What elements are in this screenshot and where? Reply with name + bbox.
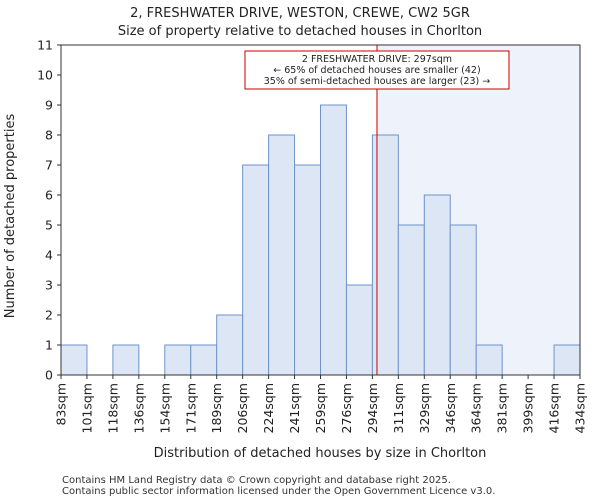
x-tick-label: 189sqm bbox=[209, 383, 224, 433]
y-tick-label: 0 bbox=[45, 368, 53, 383]
x-tick-label: 311sqm bbox=[391, 383, 406, 433]
bar-118sqm bbox=[112, 344, 140, 376]
footer-line-1: Contains HM Land Registry data © Crown c… bbox=[62, 475, 451, 486]
bar-259sqm bbox=[320, 104, 347, 376]
y-tick-label: 4 bbox=[45, 248, 53, 263]
annotation-frame bbox=[244, 50, 510, 90]
x-tick-label: 329sqm bbox=[417, 383, 432, 433]
bar-189sqm bbox=[216, 314, 244, 376]
annotation-line-2: ← 65% of detached houses are smaller (42… bbox=[273, 65, 480, 76]
annotation-line-3: 35% of semi-detached houses are larger (… bbox=[264, 76, 491, 87]
x-tick-label: 399sqm bbox=[521, 383, 536, 433]
chart-subtitle: Size of property relative to detached ho… bbox=[118, 24, 482, 39]
y-tick-label: 1 bbox=[45, 338, 53, 353]
y-tick-label: 3 bbox=[45, 278, 53, 293]
x-tick-label: 381sqm bbox=[495, 383, 510, 433]
bar-364sqm bbox=[475, 344, 503, 376]
x-tick-label: 118sqm bbox=[105, 383, 120, 433]
x-axis: 83sqm 101sqm 118sqm 136sqm 154sqm 171sqm 189sq… bbox=[54, 375, 588, 433]
footer-line-2: Contains public sector information licen… bbox=[62, 486, 495, 497]
bar-346sqm bbox=[449, 224, 477, 376]
bar-294sqm bbox=[371, 134, 399, 376]
bar-224sqm bbox=[268, 134, 296, 376]
x-tick-label: 276sqm bbox=[339, 383, 354, 433]
y-tick-label: 2 bbox=[45, 308, 53, 323]
bar-171sqm bbox=[190, 344, 218, 376]
y-axis: 0 1 2 3 4 5 6 7 8 9 10 11 bbox=[37, 38, 61, 383]
bar-329sqm bbox=[423, 194, 451, 376]
bar-276sqm bbox=[345, 284, 373, 376]
bar-206sqm bbox=[242, 164, 270, 376]
x-tick-label: 241sqm bbox=[287, 383, 302, 433]
y-tick-label: 9 bbox=[45, 98, 53, 113]
x-tick-label: 294sqm bbox=[365, 383, 380, 433]
x-tick-label: 206sqm bbox=[235, 383, 250, 433]
x-tick-label: 101sqm bbox=[79, 383, 94, 433]
y-tick-label: 8 bbox=[45, 128, 53, 143]
y-axis-label: Number of detached properties bbox=[3, 114, 18, 319]
x-tick-label: 224sqm bbox=[261, 383, 276, 433]
y-tick-label: 10 bbox=[37, 68, 53, 83]
y-tick-label: 5 bbox=[45, 218, 53, 233]
y-tick-label: 6 bbox=[45, 188, 53, 203]
annotation-box: 2 FRESHWATER DRIVE: 297sqm ← 65% of deta… bbox=[244, 50, 510, 90]
chart-title: 2, FRESHWATER DRIVE, WESTON, CREWE, CW2 … bbox=[130, 6, 470, 21]
x-tick-label: 346sqm bbox=[443, 383, 458, 433]
x-tick-label: 83sqm bbox=[54, 383, 69, 426]
bar-154sqm bbox=[164, 344, 192, 376]
x-tick-label: 171sqm bbox=[183, 383, 198, 433]
x-tick-label: 259sqm bbox=[313, 383, 328, 433]
y-tick-label: 11 bbox=[37, 38, 53, 53]
y-tick-label: 7 bbox=[45, 158, 53, 173]
x-tick-label: 136sqm bbox=[131, 383, 146, 433]
bar-83sqm bbox=[60, 344, 88, 376]
x-tick-label: 416sqm bbox=[547, 383, 562, 433]
bar-311sqm bbox=[397, 224, 425, 376]
x-tick-label: 364sqm bbox=[469, 383, 484, 433]
bar-241sqm bbox=[294, 164, 321, 376]
x-tick-label: 434sqm bbox=[573, 383, 588, 433]
x-axis-label: Distribution of detached houses by size … bbox=[154, 446, 487, 461]
bar-416sqm bbox=[553, 344, 581, 376]
x-tick-label: 154sqm bbox=[157, 383, 172, 433]
annotation-line-1: 2 FRESHWATER DRIVE: 297sqm bbox=[302, 54, 452, 65]
